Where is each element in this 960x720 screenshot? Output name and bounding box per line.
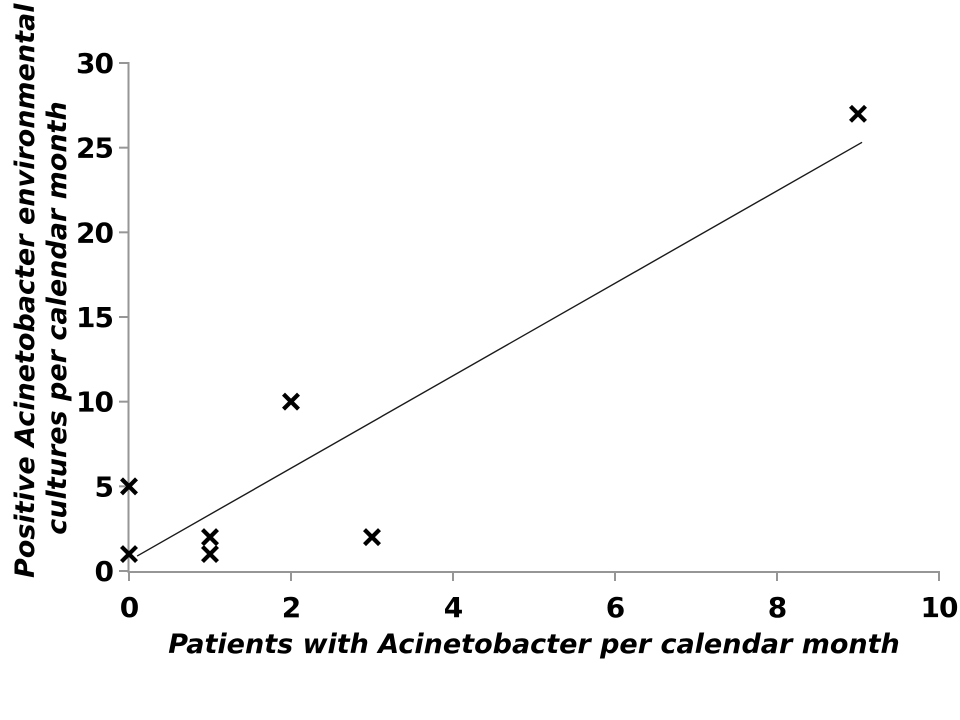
x-tick-label: 10 bbox=[921, 591, 958, 624]
data-point-marker bbox=[120, 545, 138, 564]
x-tick-label: 0 bbox=[120, 591, 139, 624]
x-tick-label: 8 bbox=[768, 591, 786, 624]
y-axis-title-line2: cultures per calendar month bbox=[42, 101, 73, 535]
x-tick-label: 6 bbox=[606, 591, 624, 624]
data-point-marker bbox=[201, 528, 219, 547]
y-tick-label: 25 bbox=[76, 132, 113, 165]
data-point-marker bbox=[282, 392, 300, 411]
data-point-marker bbox=[120, 477, 138, 496]
y-tick-label: 5 bbox=[95, 470, 113, 503]
y-tick-label: 20 bbox=[76, 216, 113, 249]
trendline bbox=[136, 141, 863, 557]
y-tick-label: 0 bbox=[95, 555, 114, 588]
y-axis-title-line1: Positive Acinetobacter environmental bbox=[10, 3, 41, 578]
x-tick-label: 4 bbox=[444, 591, 463, 624]
data-point-marker bbox=[201, 545, 219, 564]
y-axis-title: Positive Acinetobacter environmental cul… bbox=[10, 4, 74, 578]
data-point-marker bbox=[849, 104, 867, 123]
y-tick-label: 10 bbox=[76, 386, 113, 419]
x-axis-title: Patients with Acinetobacter per calendar… bbox=[168, 629, 900, 660]
y-tick-label: 30 bbox=[76, 47, 113, 80]
data-point-marker bbox=[363, 528, 381, 547]
y-tick-label: 15 bbox=[76, 301, 113, 334]
x-tick-label: 2 bbox=[282, 591, 300, 624]
